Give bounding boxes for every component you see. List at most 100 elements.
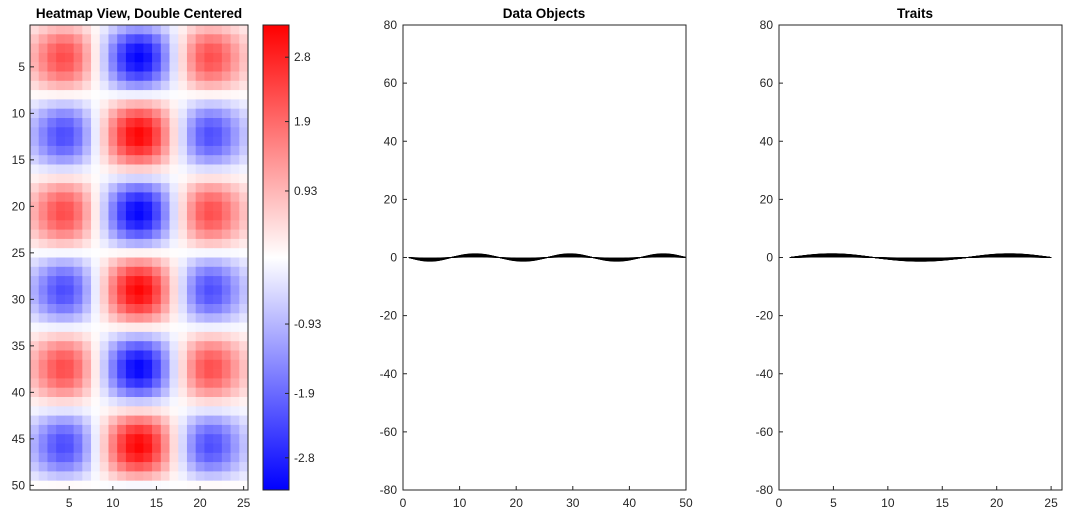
heatmap-cell	[213, 71, 223, 82]
traits-panel: Traits 0 5 10 15 20 25 80 60 40 20 0 -20 -40 -60 -80	[756, 6, 1063, 510]
traits-series-line	[789, 255, 1052, 260]
heatmap-y-tick-label: 35	[12, 339, 26, 353]
heatmap-cell	[221, 229, 231, 240]
heatmap-cell	[169, 378, 179, 389]
heatmap-cell	[160, 257, 170, 268]
data-objects-panel: Data Objects 0 10 20 30 40 50 80 60 40 20 0 -20 -40 -…	[380, 6, 693, 510]
heatmap-cell	[178, 127, 188, 137]
heatmap-cell	[64, 378, 74, 389]
heatmap-cell	[99, 71, 109, 82]
heatmap-cell	[152, 211, 162, 221]
heatmap-cell	[117, 285, 127, 296]
heatmap-cell	[230, 43, 240, 54]
heatmap-cell	[38, 266, 48, 277]
heatmap-cell	[143, 118, 153, 128]
heatmap-cell	[195, 294, 205, 305]
heatmap-cell	[108, 201, 118, 212]
heatmap-cell	[134, 220, 144, 230]
heatmap-cell	[204, 62, 214, 72]
heatmap-cell	[108, 452, 118, 463]
heatmap-cell	[195, 462, 205, 472]
heatmap-cell	[30, 434, 40, 444]
heatmap-cell	[125, 108, 136, 119]
heatmap-cell	[178, 52, 188, 63]
heatmap-cell	[204, 155, 214, 165]
heatmap-cell	[134, 359, 144, 370]
colorbar-tick-label: -0.93	[294, 317, 322, 331]
heatmap-cell	[221, 164, 231, 175]
heatmap-cell	[91, 164, 101, 175]
heatmap-cell	[178, 229, 188, 240]
heatmap-cell	[56, 229, 66, 240]
heatmap-cell	[125, 387, 136, 398]
heatmap-cell	[117, 136, 127, 147]
heatmap-cell	[169, 220, 179, 230]
heatmap-cells	[30, 25, 249, 491]
heatmap-cell	[47, 99, 57, 110]
heatmap-cell	[213, 118, 223, 128]
heatmap-cell	[73, 276, 83, 286]
heatmap-cell	[239, 434, 249, 444]
heatmap-cell	[64, 462, 74, 472]
heatmap-cell	[82, 322, 92, 333]
heatmap-cell	[56, 415, 66, 426]
heatmap-cell	[56, 25, 66, 35]
heatmap-cell	[160, 220, 170, 230]
heatmap-cell	[195, 164, 205, 175]
heatmap-cell	[152, 220, 162, 230]
heatmap-cell	[213, 155, 223, 165]
heatmap-cell	[134, 201, 144, 212]
heatmap-cell	[152, 434, 162, 444]
heatmap-cell	[38, 257, 48, 268]
heatmap-cell	[239, 415, 249, 426]
heatmap-cell	[64, 350, 74, 361]
heatmap-cell	[56, 266, 66, 277]
colorbar-gradient	[262, 24, 290, 491]
heatmap-cell	[204, 34, 214, 44]
heatmap-cell	[230, 443, 240, 454]
heatmap-cell	[204, 369, 214, 379]
heatmap-cell	[186, 71, 197, 82]
heatmap-cell	[82, 25, 92, 35]
heatmap-cell	[64, 136, 74, 147]
heatmap-cell	[82, 304, 92, 314]
heatmap-cell	[178, 369, 188, 379]
heatmap-cell	[204, 183, 214, 193]
heatmap-cell	[143, 397, 153, 407]
heatmap-cell	[38, 480, 48, 491]
heatmap-cell	[73, 52, 83, 63]
heatmap-cell	[30, 211, 40, 221]
heatmap-cell	[186, 471, 197, 482]
heatmap-cell	[91, 266, 101, 277]
heatmap-cell	[64, 322, 74, 333]
heatmap-cell	[143, 406, 153, 416]
heatmap-cell	[143, 71, 153, 82]
heatmap-cell	[134, 452, 144, 463]
heatmap-cell	[73, 164, 83, 175]
heatmap-cell	[108, 341, 118, 351]
heatmap-cell	[134, 415, 144, 426]
heatmap-cell	[82, 443, 92, 454]
heatmap-cell	[160, 452, 170, 463]
heatmap-y-tick-label: 45	[12, 432, 26, 446]
heatmap-cell	[169, 415, 179, 426]
heatmap-cell	[143, 331, 153, 342]
heatmap-cell	[38, 276, 48, 286]
heatmap-cell	[195, 341, 205, 351]
heatmap-cell	[30, 369, 40, 379]
heatmap-cell	[38, 211, 48, 221]
heatmap-cell	[82, 118, 92, 128]
heatmap-cell	[91, 25, 101, 35]
heatmap-cell	[178, 155, 188, 165]
heatmap-cell	[178, 211, 188, 221]
heatmap-cell	[230, 276, 240, 286]
heatmap-cell	[91, 192, 101, 203]
heatmap-cell	[195, 266, 205, 277]
heatmap-cell	[143, 462, 153, 472]
heatmap-cell	[125, 369, 136, 379]
heatmap-cell	[134, 80, 144, 91]
heatmap-cell	[186, 155, 197, 165]
heatmap-cell	[221, 183, 231, 193]
heatmap-cell	[99, 378, 109, 389]
heatmap-cell	[143, 25, 153, 35]
